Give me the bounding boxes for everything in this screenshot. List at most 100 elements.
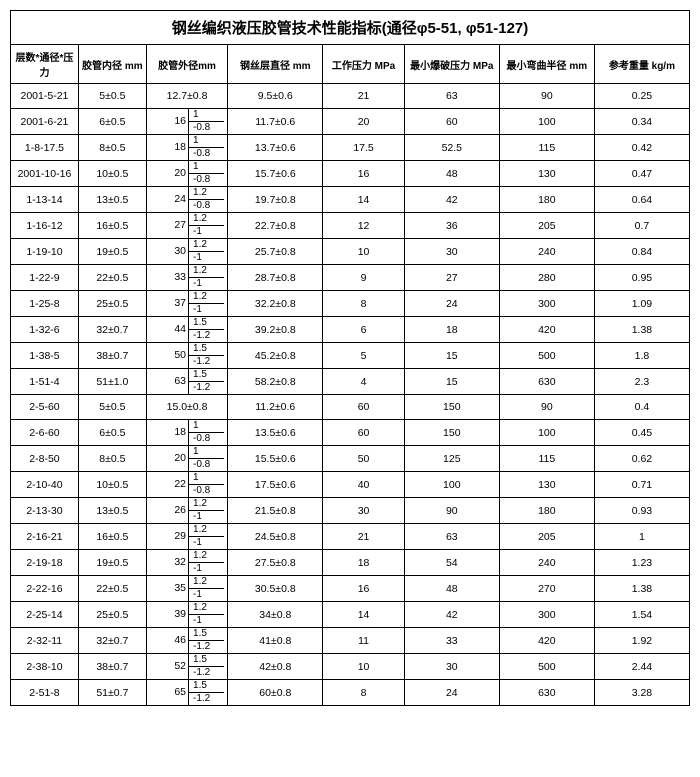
table-cell: 0.4 (594, 395, 689, 420)
table-cell: 45.2±0.8 (228, 343, 323, 369)
table-cell: 2.3 (594, 369, 689, 395)
table-cell: 201-0.8 (146, 161, 227, 187)
table-cell: 651.5-1.2 (146, 680, 227, 706)
table-row: 1-22-922±0.5331.2-128.7±0.89272800.95 (11, 265, 690, 291)
table-cell: 24 (404, 680, 499, 706)
table-cell: 0.7 (594, 213, 689, 239)
table-cell: 0.34 (594, 109, 689, 135)
table-cell: 38±0.7 (78, 654, 146, 680)
table-cell: 240 (499, 550, 594, 576)
table-cell: 13±0.5 (78, 187, 146, 213)
tolerance-lower: -1.2 (188, 382, 224, 394)
tolerance-upper: 1 (188, 446, 224, 459)
table-cell: 60±0.8 (228, 680, 323, 706)
outer-main: 20 (150, 452, 188, 464)
table-row: 2-10-4010±0.5221-0.817.5±0.6401001300.71 (11, 472, 690, 498)
table-cell: 90 (499, 395, 594, 420)
table-cell: 8 (323, 291, 404, 317)
table-cell: 271.2-1 (146, 213, 227, 239)
table-cell: 25±0.5 (78, 602, 146, 628)
table-cell: 240 (499, 239, 594, 265)
table-cell: 16 (323, 161, 404, 187)
tolerance-upper: 1 (188, 161, 224, 174)
table-cell: 14 (323, 187, 404, 213)
outer-main: 44 (150, 323, 188, 335)
table-cell: 2-51-8 (11, 680, 79, 706)
tolerance-lower: -1 (188, 537, 224, 549)
table-cell: 6±0.5 (78, 420, 146, 446)
table-cell: 1-51-4 (11, 369, 79, 395)
table-cell: 27 (404, 265, 499, 291)
tolerance-upper: 1.2 (188, 265, 224, 278)
tolerance-upper: 1.5 (188, 343, 224, 356)
table-cell: 27.5±0.8 (228, 550, 323, 576)
table-cell: 0.25 (594, 84, 689, 109)
tolerance-upper: 1.5 (188, 369, 224, 382)
table-cell: 22.7±0.8 (228, 213, 323, 239)
outer-main: 18 (150, 426, 188, 438)
header-cell: 层数*通径*压力 (11, 45, 79, 84)
outer-main: 20 (150, 167, 188, 179)
table-cell: 9 (323, 265, 404, 291)
table-cell: 180 (499, 187, 594, 213)
table-cell: 181-0.8 (146, 420, 227, 446)
table-cell: 9.5±0.6 (228, 84, 323, 109)
table-cell: 0.45 (594, 420, 689, 446)
tolerance-upper: 1.5 (188, 680, 224, 693)
outer-main: 63 (150, 375, 188, 387)
tolerance-upper: 1.2 (188, 524, 224, 537)
table-cell: 22±0.5 (78, 576, 146, 602)
table-cell: 21 (323, 84, 404, 109)
table-row: 2001-6-216±0.5161-0.811.7±0.620601000.34 (11, 109, 690, 135)
table-cell: 24 (404, 291, 499, 317)
table-cell: 1-8-17.5 (11, 135, 79, 161)
table-cell: 2-25-14 (11, 602, 79, 628)
tolerance-upper: 1.2 (188, 187, 224, 200)
tolerance-upper: 1.5 (188, 317, 224, 330)
outer-main: 32 (150, 556, 188, 568)
table-cell: 1.38 (594, 576, 689, 602)
table-cell: 630 (499, 680, 594, 706)
table-cell: 21 (323, 524, 404, 550)
table-cell: 1-22-9 (11, 265, 79, 291)
table-cell: 2.44 (594, 654, 689, 680)
table-cell: 391.2-1 (146, 602, 227, 628)
table-cell: 2-13-30 (11, 498, 79, 524)
table-row: 2-13-3013±0.5261.2-121.5±0.830901800.93 (11, 498, 690, 524)
outer-main: 26 (150, 504, 188, 516)
table-cell: 6 (323, 317, 404, 343)
table-cell: 261.2-1 (146, 498, 227, 524)
table-cell: 150 (404, 420, 499, 446)
table-cell: 15.7±0.6 (228, 161, 323, 187)
outer-main: 24 (150, 193, 188, 205)
table-cell: 1 (594, 524, 689, 550)
tolerance-upper: 1 (188, 420, 224, 433)
table-cell: 351.2-1 (146, 576, 227, 602)
table-cell: 17.5±0.6 (228, 472, 323, 498)
table-cell: 60 (404, 109, 499, 135)
table-cell: 300 (499, 602, 594, 628)
tolerance-lower: -0.8 (188, 485, 224, 497)
table-cell: 1.8 (594, 343, 689, 369)
table-cell: 21.5±0.8 (228, 498, 323, 524)
outer-main: 35 (150, 582, 188, 594)
table-cell: 461.5-1.2 (146, 628, 227, 654)
table-cell: 115 (499, 135, 594, 161)
tolerance-lower: -0.8 (188, 122, 224, 134)
table-cell: 18 (323, 550, 404, 576)
tolerance-upper: 1.5 (188, 654, 224, 667)
table-cell: 25.7±0.8 (228, 239, 323, 265)
outer-main: 52 (150, 660, 188, 672)
tolerance-lower: -1.2 (188, 356, 224, 368)
table-cell: 60 (323, 420, 404, 446)
table-cell: 20 (323, 109, 404, 135)
tolerance-upper: 1.2 (188, 602, 224, 615)
table-cell: 130 (499, 161, 594, 187)
tolerance-lower: -0.8 (188, 148, 224, 160)
table-cell: 30 (323, 498, 404, 524)
tolerance-upper: 1 (188, 472, 224, 485)
table-cell: 115 (499, 446, 594, 472)
table-cell: 10±0.5 (78, 161, 146, 187)
tolerance-upper: 1 (188, 109, 224, 122)
table-cell: 13.7±0.6 (228, 135, 323, 161)
